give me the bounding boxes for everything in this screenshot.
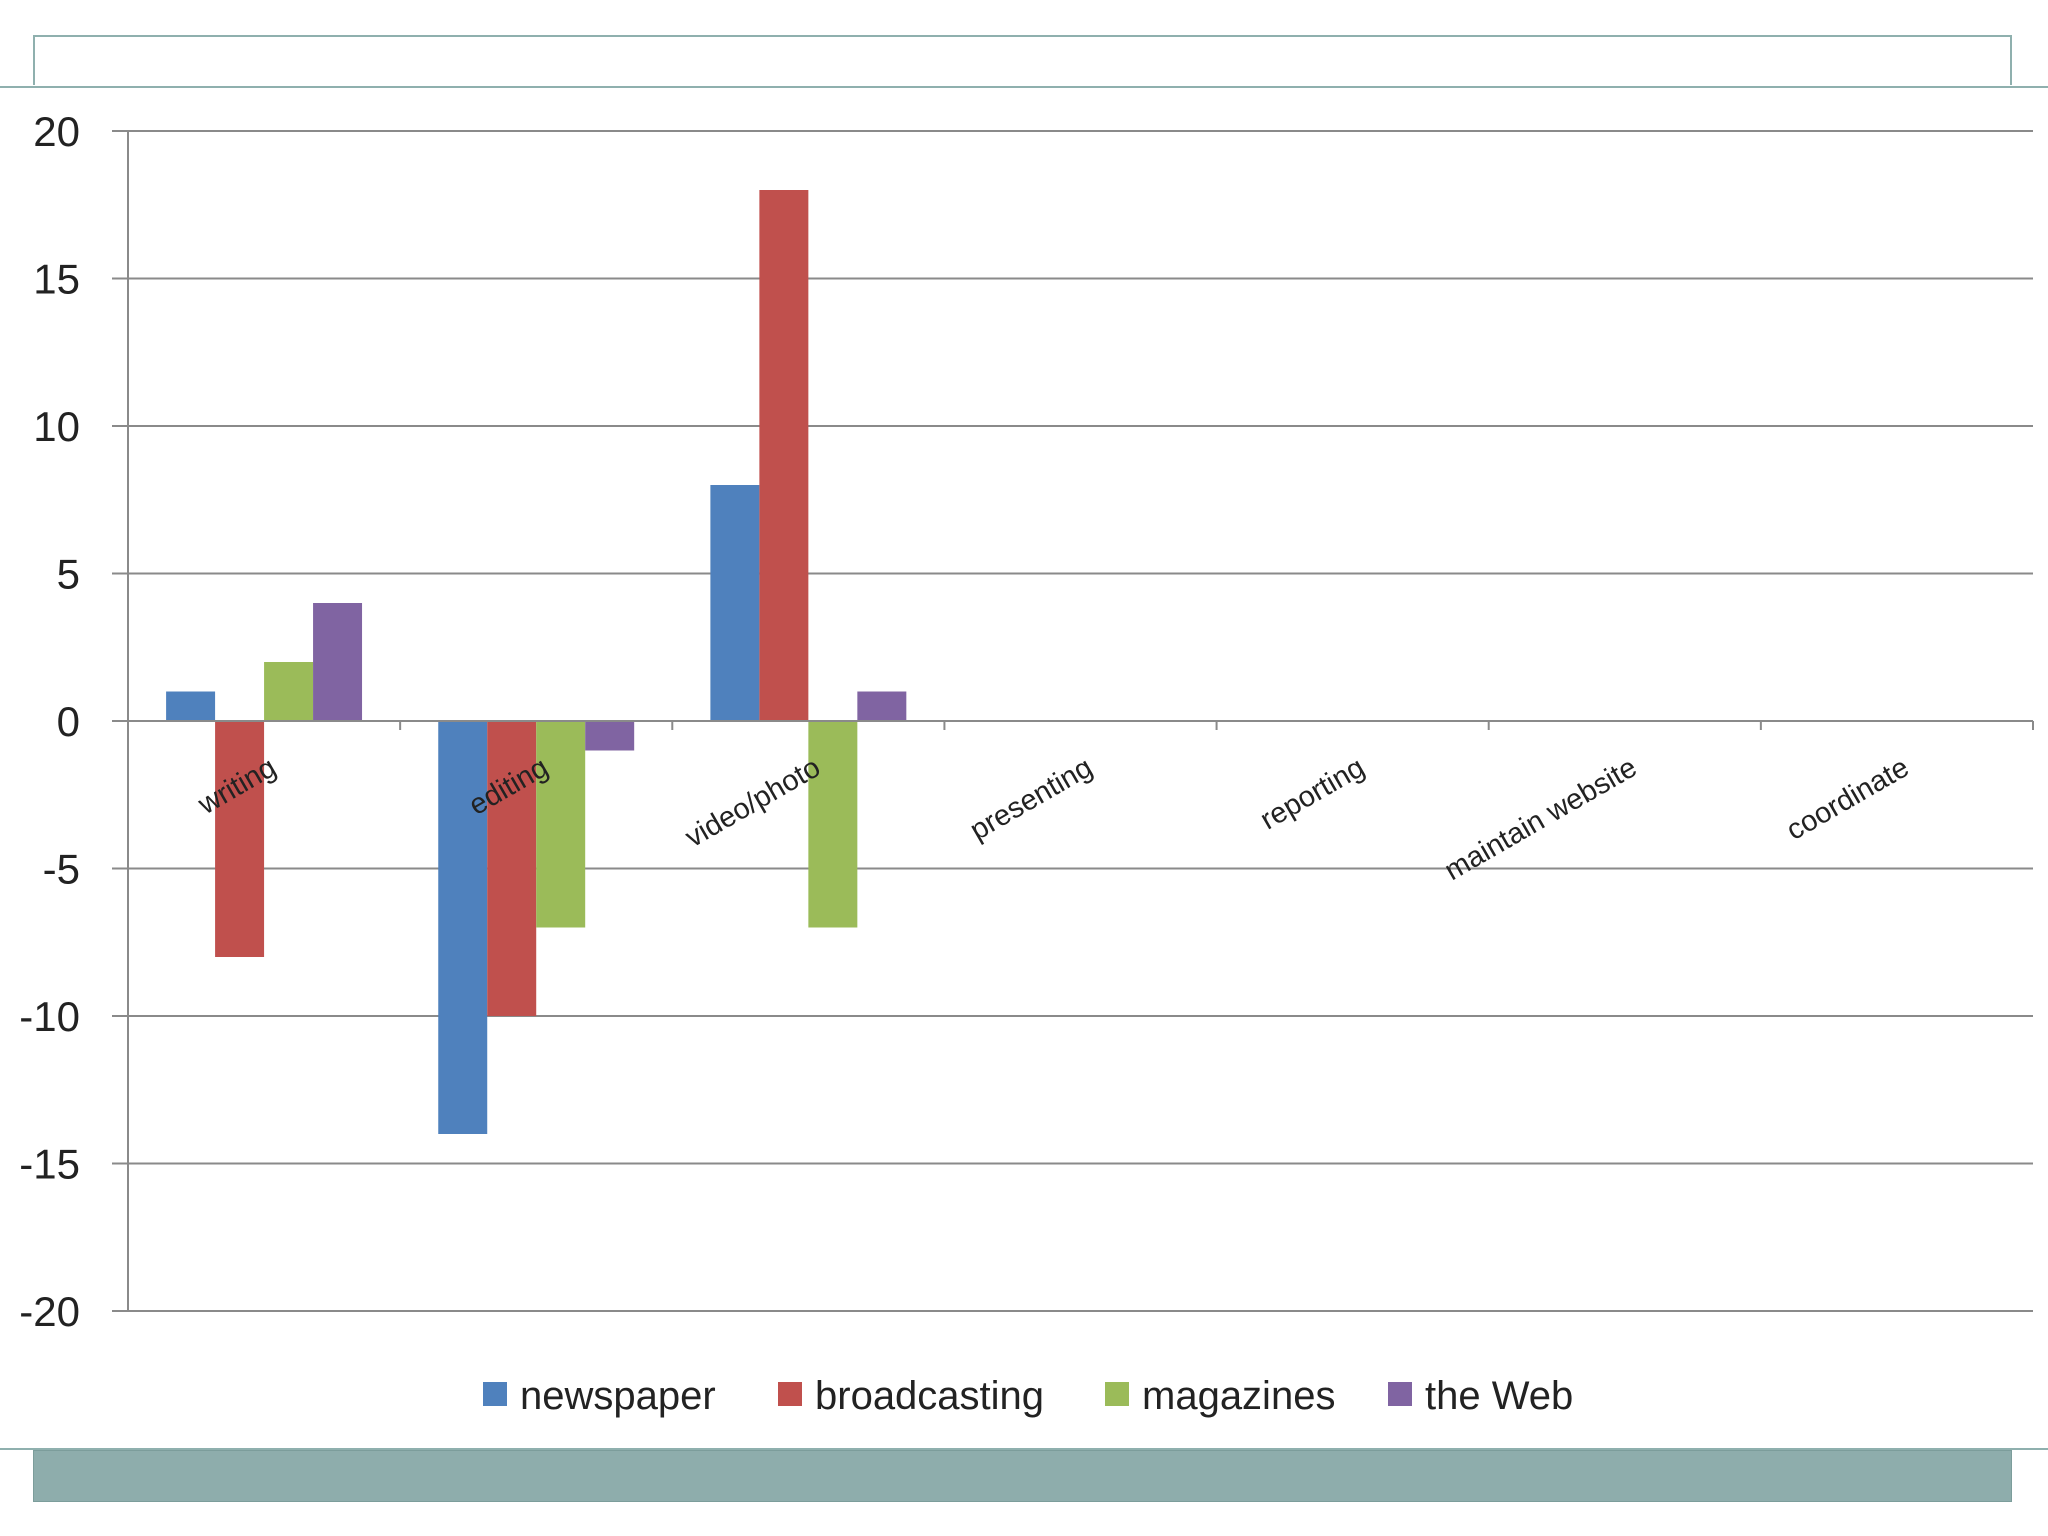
slide-top-rule [0,86,2048,88]
gridlines [112,130,2033,1312]
bar-the-web [313,603,363,721]
bar-the-web [585,721,635,751]
category-label: coordinate [1781,751,1914,846]
y-tick-label: 20 [33,108,80,155]
legend-label: the Web [1425,1374,1573,1418]
y-axis-tick-labels: 20 15 10 5 0 -5 -10 -15 -20 [19,108,80,1335]
legend-item: broadcasting [778,1374,1044,1418]
y-tick-label: 0 [57,698,80,745]
slide-footer-bar [33,1450,2012,1502]
slide-bottom-rule [0,1448,2048,1450]
y-tick-label: -5 [43,846,80,893]
y-tick-label: 10 [33,403,80,450]
category-label: reporting [1255,751,1370,836]
bar-newspaper [166,691,216,721]
legend-swatch [483,1382,507,1406]
y-tick-label: 5 [57,551,80,598]
bar-broadcasting [759,190,809,721]
bar-the-web [857,691,907,721]
legend-swatch [778,1382,802,1406]
category-label: presenting [965,751,1098,846]
legend-label: magazines [1142,1374,1335,1418]
legend-swatch [1105,1382,1129,1406]
category-label: video/photo [680,751,826,854]
legend-item: newspaper [483,1374,716,1418]
legend-item: magazines [1105,1374,1335,1418]
y-tick-label: -20 [19,1288,80,1335]
bar-magazines [536,721,586,928]
bar-newspaper [438,721,488,1134]
legend-item: the Web [1388,1374,1573,1418]
y-tick-label: -15 [19,1141,80,1188]
bar-broadcasting [487,721,537,1016]
y-tick-label: 15 [33,256,80,303]
category-label: maintain website [1439,751,1642,887]
axes [127,131,2034,1311]
legend-label: broadcasting [815,1374,1044,1418]
y-tick-label: -10 [19,993,80,1040]
legend: newspaper broadcasting magazines the Web [483,1374,1573,1418]
bar-magazines [264,662,314,721]
bar-newspaper [710,485,760,721]
bars [166,190,907,1134]
bar-broadcasting [215,721,265,957]
legend-swatch [1388,1382,1412,1406]
legend-label: newspaper [520,1374,716,1418]
bar-magazines [808,721,858,928]
slide-title-frame [33,35,2012,85]
